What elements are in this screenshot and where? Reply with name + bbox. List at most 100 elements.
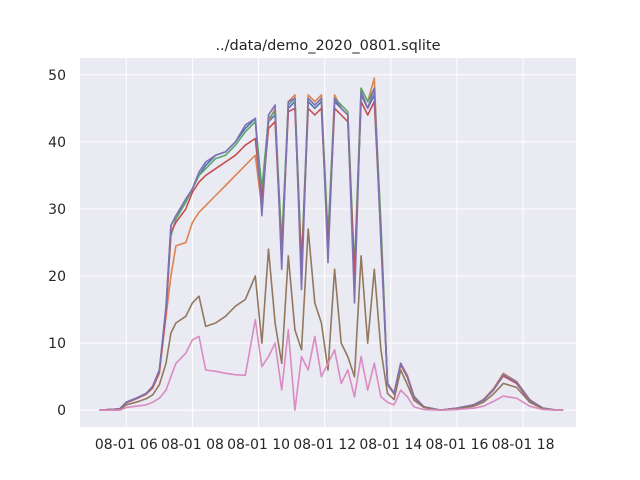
data-point — [287, 329, 289, 331]
data-point — [367, 101, 369, 103]
data-point — [300, 288, 303, 291]
data-point — [145, 404, 147, 406]
data-point — [492, 393, 494, 395]
data-point — [413, 396, 415, 398]
data-point — [515, 397, 518, 399]
data-point — [367, 107, 369, 109]
data-point — [340, 104, 342, 106]
data-point — [406, 396, 408, 398]
data-point — [320, 94, 322, 96]
data-point — [423, 406, 425, 409]
data-point — [158, 369, 160, 371]
data-point — [224, 161, 227, 163]
data-point — [413, 399, 415, 401]
data-point — [191, 188, 193, 190]
data-point — [274, 342, 276, 344]
y-tick-label: 30 — [48, 202, 66, 218]
data-point — [360, 90, 362, 93]
data-point — [529, 399, 531, 401]
y-tick-label: 20 — [48, 269, 66, 285]
data-point — [215, 322, 217, 324]
data-point — [400, 389, 402, 391]
data-point — [334, 349, 336, 351]
data-point — [393, 404, 395, 406]
data-point — [175, 245, 177, 247]
x-tick-label: 08-01 14 — [359, 437, 422, 453]
data-point — [267, 114, 270, 116]
data-point — [185, 208, 187, 210]
data-point — [380, 396, 382, 398]
data-point — [393, 398, 395, 401]
data-point — [439, 409, 441, 411]
data-point — [353, 396, 356, 398]
data-point — [198, 211, 200, 213]
data-point — [406, 384, 408, 386]
data-point — [152, 401, 154, 403]
data-point — [267, 248, 270, 250]
data-point — [125, 406, 127, 409]
y-tick-label: 40 — [48, 135, 66, 151]
y-tick-label: 0 — [57, 403, 66, 419]
data-point — [158, 397, 160, 399]
data-point — [314, 104, 316, 106]
data-point — [529, 405, 531, 407]
data-point — [482, 405, 484, 407]
data-point — [254, 275, 256, 277]
data-point — [198, 335, 200, 337]
data-point — [340, 342, 342, 344]
data-point — [542, 409, 544, 411]
data-point — [314, 114, 316, 116]
data-point — [347, 114, 349, 116]
data-point — [205, 205, 207, 207]
data-point — [261, 188, 263, 190]
x-tick-label: 08-01 16 — [425, 437, 488, 453]
data-point — [386, 382, 389, 384]
series-lines — [99, 77, 564, 411]
data-point — [254, 117, 256, 119]
data-point — [254, 154, 256, 156]
data-point — [175, 362, 177, 364]
data-point — [185, 198, 187, 200]
data-point — [274, 104, 276, 106]
data-point — [327, 262, 329, 264]
data-point — [367, 114, 369, 116]
x-tick-labels: 08-01 06 08-01 08 08-01 10 08-01 12 08-01 14… — [95, 437, 555, 453]
y-tick-label: 10 — [48, 336, 66, 352]
data-point — [360, 356, 362, 358]
data-point — [320, 97, 322, 99]
data-point — [165, 389, 167, 391]
data-point — [170, 332, 172, 334]
data-point — [347, 111, 349, 113]
x-tick-label: 08-01 10 — [227, 437, 290, 453]
data-point — [234, 174, 236, 176]
data-point — [198, 171, 200, 173]
data-point — [515, 386, 518, 388]
x-tick-label: 08-01 06 — [95, 437, 158, 453]
data-point — [185, 352, 187, 354]
data-point — [191, 302, 193, 304]
data-point — [198, 295, 200, 297]
data-point — [502, 382, 504, 384]
data-point — [406, 376, 408, 378]
data-point — [261, 342, 263, 344]
series-7 — [99, 318, 564, 411]
data-point — [386, 392, 389, 395]
data-point — [562, 409, 564, 411]
data-point — [175, 221, 177, 223]
data-point — [386, 401, 389, 403]
data-point — [334, 94, 336, 96]
data-point — [274, 322, 276, 324]
data-point — [423, 409, 425, 411]
data-point — [482, 401, 484, 403]
data-point — [307, 228, 309, 230]
data-point — [482, 399, 484, 401]
data-point — [224, 184, 227, 187]
data-point — [215, 370, 217, 372]
data-point — [135, 397, 137, 399]
data-point — [320, 376, 322, 378]
data-point — [300, 349, 303, 351]
data-point — [152, 394, 154, 396]
data-point — [373, 362, 375, 364]
data-point — [456, 409, 458, 411]
data-point — [224, 372, 227, 374]
